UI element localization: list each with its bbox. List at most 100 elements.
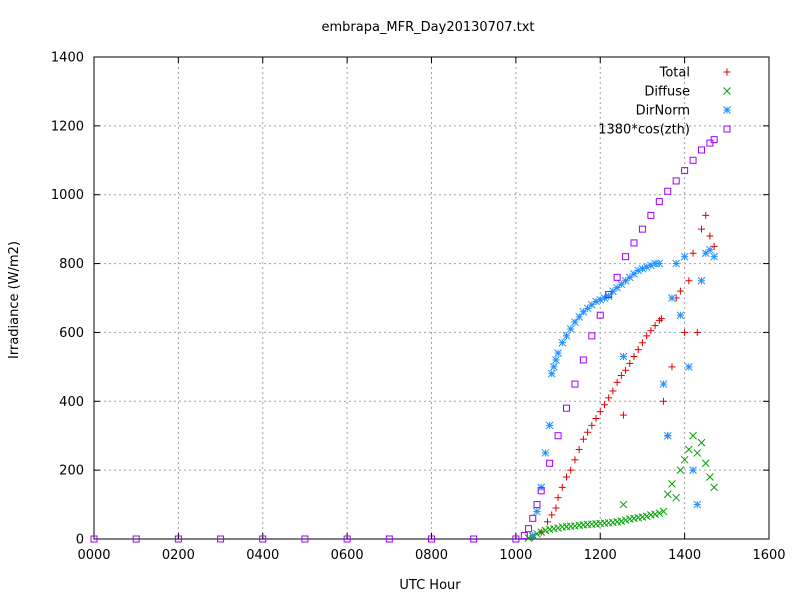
- data-point: [642, 512, 651, 521]
- x-axis-label: UTC Hour: [399, 578, 461, 593]
- data-point: [676, 466, 685, 474]
- x-tick-label: 1400: [668, 548, 701, 563]
- legend-marker: [723, 68, 731, 76]
- data-point: [663, 490, 672, 499]
- y-tick-label: 1000: [51, 188, 84, 203]
- data-point: [512, 535, 520, 543]
- data-point: [541, 449, 550, 457]
- data-point: [132, 535, 140, 543]
- data-point: [525, 525, 533, 533]
- data-point: [562, 332, 571, 340]
- data-point: [571, 318, 579, 326]
- legend-label: Diffuse: [644, 85, 690, 100]
- data-point: [579, 307, 588, 316]
- axis-ticks: 0000 0200 0400 0600 0800 1000 1200 1400 16000200…: [51, 51, 786, 564]
- data-point: [655, 259, 664, 268]
- data-point: [600, 401, 608, 409]
- data-point: [554, 349, 562, 357]
- y-tick-label: 1200: [51, 119, 84, 134]
- data-point: [684, 363, 693, 371]
- data-point: [554, 432, 562, 440]
- data-point: [693, 500, 702, 509]
- data-point: [609, 387, 617, 395]
- data-point: [428, 535, 435, 543]
- data-point: [647, 327, 655, 335]
- data-point: [668, 480, 676, 488]
- data-point: [698, 146, 705, 154]
- data-point: [622, 253, 630, 261]
- data-point: [563, 404, 570, 412]
- x-tick-label: 0000: [77, 548, 110, 563]
- data-point: [600, 294, 609, 302]
- data-point: [689, 466, 697, 474]
- data-point: [575, 445, 583, 453]
- data-point: [90, 535, 98, 543]
- data-point: [566, 325, 575, 333]
- data-point: [579, 356, 587, 364]
- data-point: [672, 177, 680, 185]
- data-point: [689, 249, 697, 257]
- data-point: [630, 270, 638, 278]
- legend-marker: [723, 87, 731, 95]
- y-axis-label: Irradiance (W/m2): [7, 241, 22, 359]
- data-point: [693, 328, 701, 336]
- data-point: [643, 332, 651, 340]
- data-point: [537, 487, 545, 495]
- data-point: [301, 535, 309, 543]
- data-point: [710, 136, 718, 144]
- data-point: [563, 473, 570, 481]
- legend-label: Total: [659, 66, 690, 81]
- data-point: [596, 295, 605, 304]
- data-point: [596, 408, 604, 416]
- x-tick-label: 1600: [752, 548, 785, 563]
- data-point: [706, 473, 714, 481]
- data-point: [520, 532, 528, 540]
- data-point: [676, 287, 684, 295]
- data-point: [605, 394, 613, 402]
- y-tick-label: 600: [59, 326, 84, 341]
- data-point: [544, 518, 552, 526]
- data-point: [706, 232, 714, 240]
- data-point: [668, 363, 676, 371]
- data-point: [546, 459, 554, 467]
- data-point: [626, 359, 634, 367]
- y-tick-label: 400: [59, 395, 84, 410]
- data-point: [684, 445, 693, 454]
- data-point: [681, 328, 689, 336]
- data-point: [537, 528, 546, 536]
- data-point: [533, 507, 541, 516]
- data-point: [697, 276, 706, 285]
- data-point: [660, 397, 668, 405]
- data-point: [533, 529, 541, 538]
- y-tick-label: 0: [76, 533, 84, 548]
- data-point: [702, 211, 710, 219]
- data-point: [259, 535, 267, 543]
- data-point: [552, 504, 560, 512]
- legend-marker: [723, 125, 731, 133]
- data-point: [583, 304, 592, 313]
- data-point: [619, 352, 628, 361]
- x-tick-label: 0400: [246, 548, 279, 563]
- data-point: [617, 280, 626, 289]
- legend: Total Diffuse DirNorm 1380*cos(zth): [598, 66, 731, 138]
- data-point: [547, 369, 556, 378]
- series-2: [528, 245, 719, 540]
- data-points: [90, 136, 719, 543]
- legend-label: DirNorm: [636, 104, 690, 119]
- data-point: [549, 363, 558, 371]
- data-point: [596, 311, 604, 319]
- y-tick-label: 1400: [51, 51, 84, 66]
- data-point: [672, 259, 681, 268]
- data-point: [528, 531, 537, 540]
- data-point: [548, 511, 556, 519]
- data-point: [710, 242, 718, 250]
- data-point: [630, 239, 638, 247]
- data-point: [567, 466, 575, 474]
- data-point: [470, 535, 478, 543]
- data-point: [634, 346, 642, 354]
- data-point: [710, 252, 719, 261]
- data-point: [680, 252, 689, 261]
- data-point: [710, 483, 719, 492]
- x-tick-label: 0800: [415, 548, 448, 563]
